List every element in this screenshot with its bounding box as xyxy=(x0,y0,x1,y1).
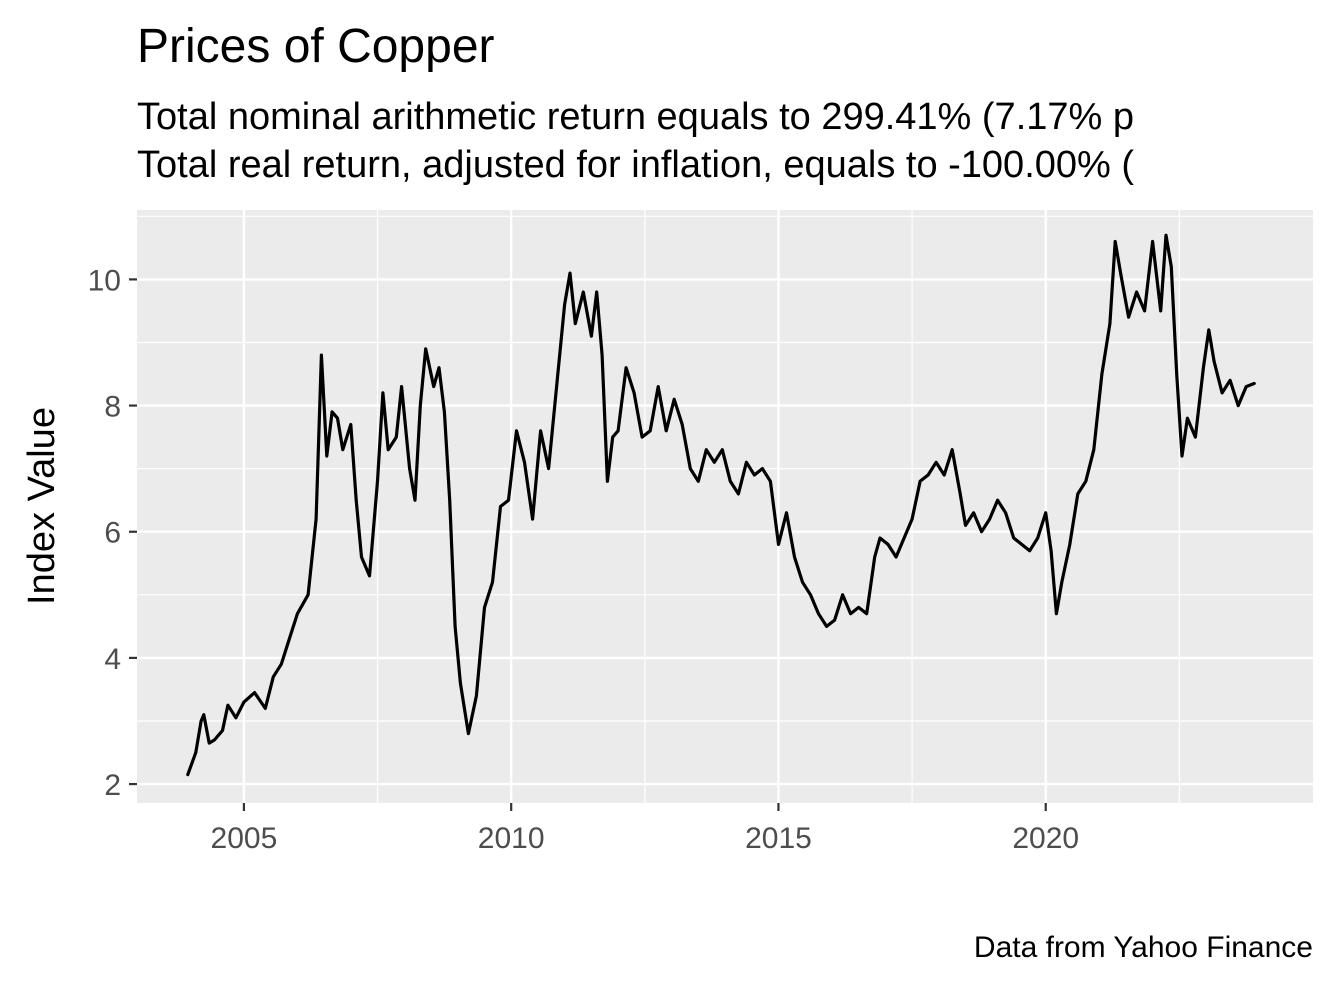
x-axis: 2005 2010 2015 2020 xyxy=(211,803,1079,855)
chart-subtitle-line-2: Total real return, adjusted for inflatio… xyxy=(137,144,1134,186)
chart-subtitle-line-1: Total nominal arithmetic return equals t… xyxy=(137,96,1134,138)
major-gridlines xyxy=(137,210,1313,803)
y-tick-label: 4 xyxy=(104,643,121,676)
x-tick-label: 2010 xyxy=(478,822,545,855)
x-tick-label: 2015 xyxy=(745,822,812,855)
x-tick-label: 2020 xyxy=(1012,822,1079,855)
x-tick-label: 2005 xyxy=(211,822,278,855)
y-tick-label: 2 xyxy=(104,769,121,802)
series-line-copper-index xyxy=(186,233,1256,777)
minor-gridlines xyxy=(137,210,1313,803)
y-axis: 2 4 6 8 10 xyxy=(88,264,137,802)
y-tick-label: 8 xyxy=(104,391,121,424)
chart-title: Prices of Copper xyxy=(137,20,495,73)
chart-caption: Data from Yahoo Finance xyxy=(974,931,1313,964)
y-tick-label: 6 xyxy=(104,517,121,550)
plot-panel xyxy=(137,210,1313,803)
y-axis-title: Index Value xyxy=(21,407,63,605)
y-tick-label: 10 xyxy=(88,264,121,297)
